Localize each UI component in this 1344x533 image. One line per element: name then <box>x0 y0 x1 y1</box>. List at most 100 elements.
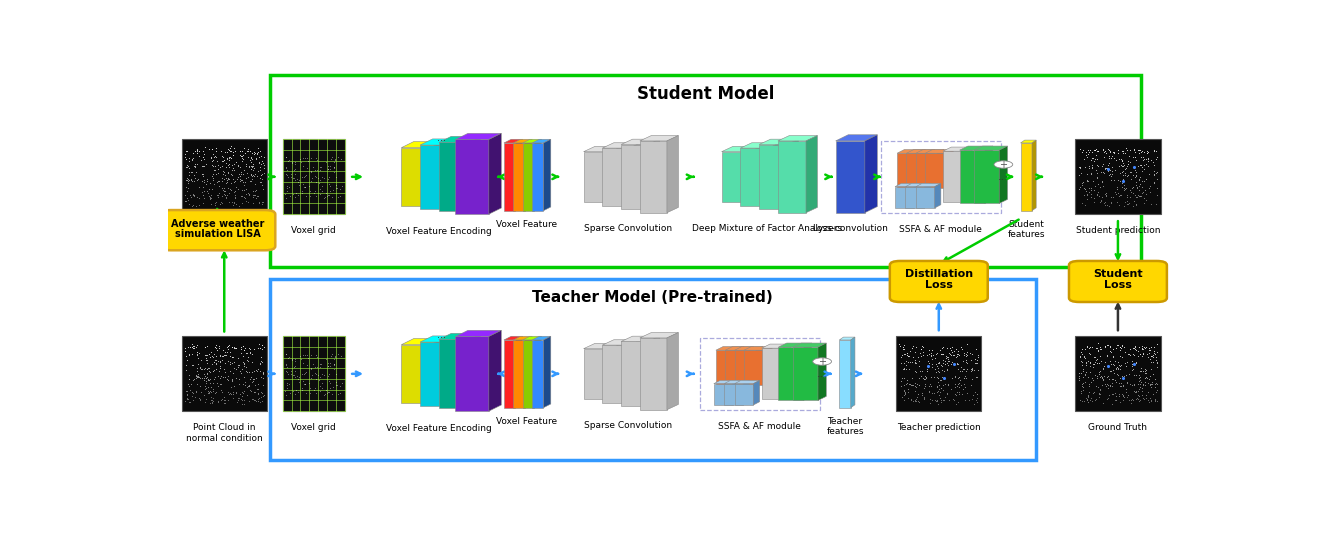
Point <box>1089 390 1110 398</box>
Point <box>238 189 259 197</box>
Point <box>911 389 933 398</box>
Point <box>325 370 347 378</box>
Point <box>216 145 238 154</box>
Point <box>192 374 214 382</box>
Point <box>926 397 948 405</box>
Point <box>198 383 219 391</box>
Point <box>212 365 234 373</box>
Point <box>285 170 306 179</box>
Text: +: + <box>1000 159 1008 169</box>
Point <box>1142 358 1164 367</box>
Point <box>304 363 325 372</box>
Point <box>948 350 969 359</box>
Point <box>937 353 958 361</box>
Point <box>1107 392 1129 400</box>
Polygon shape <box>934 183 941 208</box>
Point <box>241 350 262 359</box>
Point <box>1099 170 1121 179</box>
Point <box>925 359 946 368</box>
Point <box>222 352 243 361</box>
Point <box>1120 192 1141 201</box>
Point <box>211 177 233 185</box>
Point <box>250 373 271 381</box>
Point <box>294 154 316 163</box>
Point <box>1121 395 1142 404</box>
Point <box>179 350 200 359</box>
Point <box>1087 188 1109 197</box>
Point <box>1132 189 1153 198</box>
Point <box>909 357 930 366</box>
Point <box>276 163 297 172</box>
FancyBboxPatch shape <box>1075 336 1161 411</box>
Point <box>895 388 917 397</box>
Point <box>1086 174 1107 182</box>
Point <box>329 192 351 200</box>
Point <box>1087 338 1109 347</box>
Point <box>903 396 925 405</box>
Point <box>1146 363 1168 372</box>
Point <box>305 369 327 378</box>
Point <box>1068 396 1090 405</box>
Point <box>1122 365 1144 373</box>
Point <box>222 394 243 402</box>
Point <box>280 366 301 375</box>
Point <box>1141 379 1163 388</box>
Point <box>282 386 304 395</box>
Point <box>181 342 203 351</box>
Point <box>1111 166 1133 175</box>
Point <box>937 344 958 352</box>
Point <box>184 375 206 383</box>
Point <box>1094 358 1116 366</box>
Text: Teacher prediction: Teacher prediction <box>896 424 981 432</box>
Point <box>290 354 312 363</box>
Point <box>220 390 242 398</box>
Point <box>185 149 207 158</box>
Point <box>234 360 255 368</box>
Point <box>246 365 267 374</box>
Point <box>247 397 269 406</box>
Point <box>238 381 259 389</box>
Point <box>1126 184 1148 192</box>
Point <box>1097 164 1118 172</box>
Point <box>1114 171 1136 180</box>
Point <box>243 387 265 396</box>
Point <box>219 197 241 206</box>
Point <box>202 156 223 164</box>
Point <box>1089 351 1110 360</box>
Point <box>1079 350 1101 358</box>
Point <box>190 155 211 164</box>
Point <box>228 375 250 383</box>
Polygon shape <box>523 143 534 211</box>
Point <box>1094 379 1116 388</box>
Polygon shape <box>1020 143 1032 211</box>
Point <box>231 154 253 163</box>
Point <box>222 368 243 377</box>
Point <box>1125 191 1146 199</box>
Point <box>211 356 233 364</box>
Point <box>1121 175 1142 183</box>
Point <box>224 389 246 398</box>
Point <box>216 154 238 162</box>
Point <box>251 389 273 397</box>
Polygon shape <box>716 350 737 385</box>
Point <box>246 367 267 375</box>
Point <box>1102 366 1124 374</box>
Point <box>211 191 233 200</box>
Point <box>305 178 327 187</box>
Point <box>1107 365 1129 374</box>
Point <box>317 172 339 181</box>
Point <box>180 168 202 176</box>
Point <box>1111 341 1133 349</box>
Polygon shape <box>851 337 855 408</box>
Point <box>211 372 233 381</box>
Point <box>1126 193 1148 201</box>
Point <box>1101 167 1122 175</box>
Point <box>1130 367 1152 375</box>
Point <box>1070 389 1091 397</box>
Point <box>195 353 216 362</box>
Point <box>937 360 958 369</box>
Point <box>930 360 952 369</box>
Text: SSFA & AF module: SSFA & AF module <box>718 422 801 431</box>
Point <box>239 386 261 395</box>
Point <box>1075 187 1097 196</box>
